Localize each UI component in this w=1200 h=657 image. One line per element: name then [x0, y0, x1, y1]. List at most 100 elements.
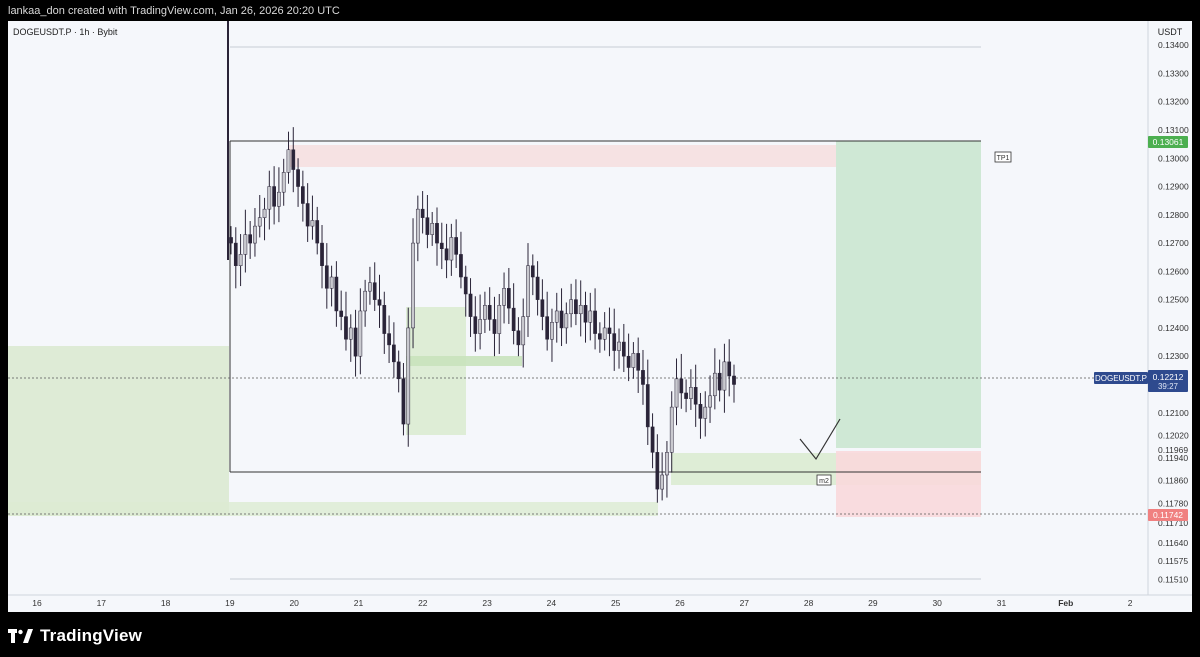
candle-body [401, 378, 406, 425]
candle-body [569, 299, 573, 315]
currency-label: USDT [1158, 27, 1183, 37]
x-axis[interactable]: 16 17 18 19 20 21 22 23 24 25 26 27 28 29 30 31 Feb 2 [32, 598, 1132, 608]
current-price-badge [1148, 370, 1188, 392]
candle-body [358, 310, 363, 357]
tradingview-logo[interactable]: TradingView [8, 626, 142, 646]
x-tick-label: 17 [97, 598, 107, 608]
candle-body [257, 217, 262, 227]
candle-body [315, 220, 320, 244]
y-tick-label: 0.11780 [1158, 498, 1188, 508]
symbol-price-name: DOGEUSDT.P [1095, 374, 1147, 383]
candle-body [487, 305, 492, 320]
y-axis[interactable]: 0.13400 0.13300 0.13200 0.13100 0.13000 0.129… [1158, 40, 1189, 584]
footer [0, 612, 1200, 657]
candle-body [650, 426, 655, 453]
candle-body [229, 237, 233, 244]
candle-body [439, 242, 444, 249]
candle-body [641, 370, 645, 385]
candle-body [463, 276, 468, 295]
candle-body [617, 341, 621, 351]
candle-body [425, 217, 430, 235]
candle-body [583, 305, 588, 323]
candle-body [430, 223, 435, 235]
x-tick-label: 29 [868, 598, 878, 608]
watermark-header: lankaa_don created with TradingView.com,… [8, 5, 340, 17]
y-tick-label: 0.13000 [1158, 153, 1189, 163]
y-tick-label: 0.13400 [1158, 40, 1189, 50]
x-tick-label: 23 [482, 598, 492, 608]
x-tick-label: 26 [675, 598, 685, 608]
candle-body [415, 208, 420, 244]
candle-body [334, 276, 339, 312]
candle-body [526, 265, 530, 317]
demand-zone-left-strip [8, 502, 658, 516]
x-tick-label: 19 [225, 598, 235, 608]
candle-body [684, 392, 688, 399]
candle-body [564, 313, 569, 329]
candle-body [511, 307, 516, 332]
candle-body [602, 327, 607, 340]
candle-body [665, 452, 669, 476]
candle-body [468, 293, 473, 317]
y-tick-label: 0.11575 [1158, 556, 1188, 566]
candle-body [645, 384, 650, 428]
tradingview-brand-text: TradingView [40, 626, 143, 645]
tp1-label: TP1 [997, 155, 1010, 162]
y-tick-label: 0.12020 [1158, 430, 1189, 440]
candle-body [291, 149, 296, 170]
candle-body [459, 254, 463, 278]
candlestick-series [227, 21, 736, 503]
candle-body [233, 242, 238, 266]
candle-body [406, 327, 411, 425]
candle-body [712, 372, 717, 397]
candle-body [449, 237, 454, 261]
candle-body [420, 208, 425, 218]
x-tick-label: 18 [161, 598, 171, 608]
candle-body [320, 242, 324, 266]
candle-body [598, 333, 602, 340]
candle-body [344, 316, 348, 340]
y-tick-label: 0.12600 [1158, 266, 1189, 276]
y-tick-label: 0.11710 [1158, 518, 1188, 528]
candle-body [521, 316, 526, 346]
symbol-price-badge [1094, 372, 1148, 384]
candle-body [506, 288, 511, 309]
candle-body [435, 223, 439, 244]
y-tick-label: 0.11640 [1158, 538, 1188, 548]
mid-zone-line [406, 356, 522, 366]
candle-body [277, 191, 281, 207]
candle-body [655, 452, 660, 490]
candle-body [727, 361, 732, 377]
candle-body [363, 290, 367, 312]
candle-body [612, 333, 617, 351]
candle-body [243, 234, 248, 255]
x-tick-label: 20 [289, 598, 299, 608]
price-chart[interactable]: TP1 m2 0.13400 0.13300 0.13200 0.13100 0.130… [8, 21, 1192, 612]
x-tick-label: 16 [32, 598, 42, 608]
chart-area[interactable]: TP1 m2 0.13400 0.13300 0.13200 0.13100 0.130… [8, 21, 1192, 612]
candle-body [732, 375, 736, 385]
x-tick-label: 30 [932, 598, 942, 608]
candle-body [669, 406, 674, 453]
candle-body [660, 474, 664, 490]
take-profit-area [836, 141, 981, 448]
candle-body [387, 333, 391, 346]
symbol-legend[interactable]: DOGEUSDT.P · 1h · Bybit [13, 27, 118, 37]
candle-body [301, 186, 305, 204]
candle-body [396, 361, 401, 380]
stop-price-badge [1148, 509, 1188, 521]
candle-body [339, 310, 344, 317]
m2-label: m2 [819, 478, 829, 485]
x-tick-label: 31 [997, 598, 1007, 608]
candle-body [353, 327, 358, 357]
x-tick-label: 28 [804, 598, 814, 608]
candle-body [722, 361, 727, 391]
candle-body [540, 299, 545, 317]
candle-body [631, 353, 636, 368]
y-tick-label: 0.12800 [1158, 210, 1189, 220]
candle-body [588, 310, 593, 323]
candle-body [248, 234, 253, 244]
candle-body [267, 186, 272, 210]
candle-body [310, 220, 315, 227]
m2-label-box [816, 474, 832, 486]
